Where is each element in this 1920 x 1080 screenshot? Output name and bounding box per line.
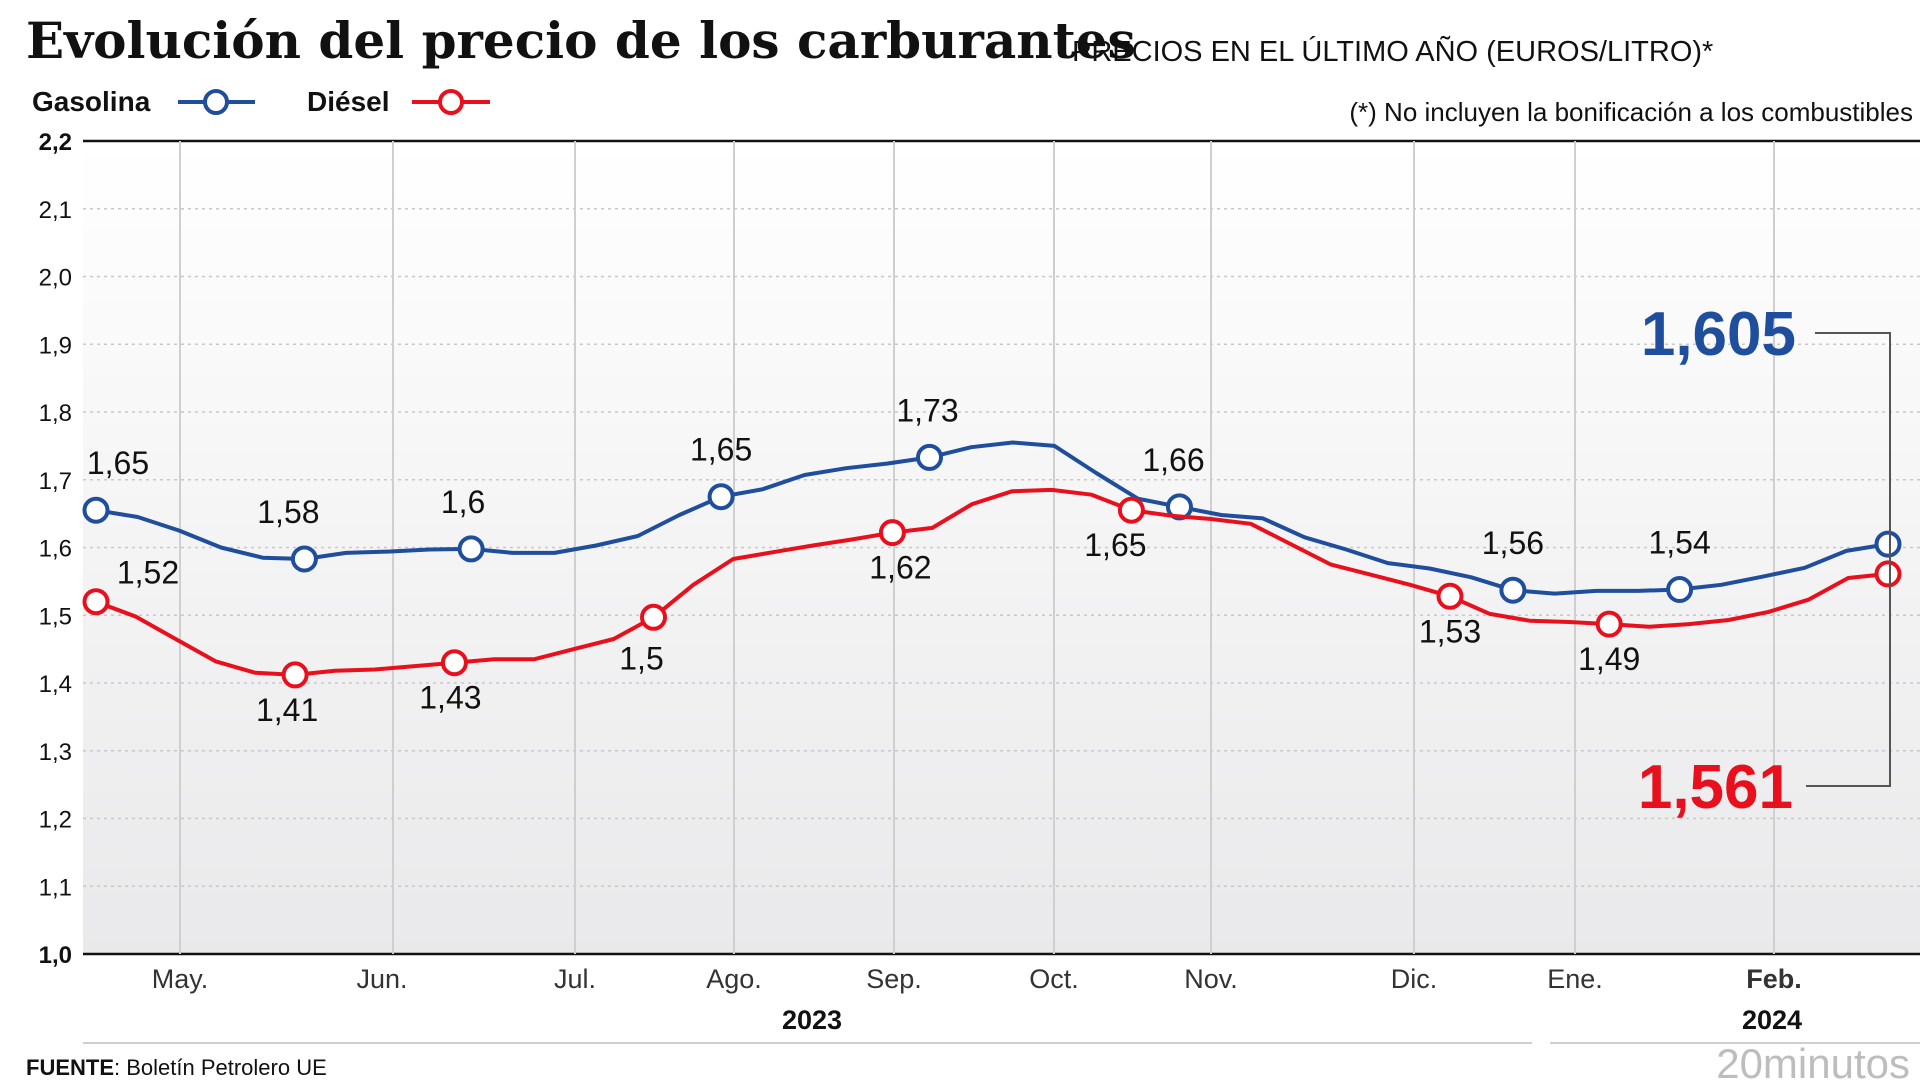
chart-subtitle: PRECIOS EN EL ÚLTIMO AÑO (EUROS/LITRO)*: [1072, 34, 1713, 68]
data-point: [82, 588, 110, 616]
x-tick-label: Jun.: [356, 964, 407, 994]
x-tick-label: Dic.: [1391, 964, 1438, 994]
data-label: 1,65: [690, 432, 752, 468]
brand-logo: 20minutos: [1716, 1040, 1910, 1080]
y-tick-label: 1,1: [39, 874, 72, 901]
data-point: [1499, 576, 1527, 604]
data-point: [1874, 530, 1902, 558]
y-tick-label: 1,2: [39, 807, 72, 834]
data-point: [1166, 493, 1193, 521]
series-layer: [82, 440, 1902, 689]
series-line-gasolina: [94, 440, 1890, 596]
x-tick-label: Feb.: [1746, 964, 1802, 994]
legend-label-diesel: Diésel: [307, 86, 390, 117]
data-point: [916, 443, 943, 471]
data-point: [281, 661, 309, 689]
data-point: [640, 603, 667, 631]
y-tick-label: 2,2: [39, 129, 72, 156]
x-tick-label: Nov.: [1184, 964, 1238, 994]
legend-label-gasolina: Gasolina: [32, 86, 151, 117]
year-label: 2023: [782, 1005, 842, 1035]
data-label: 1,62: [869, 550, 931, 586]
y-tick-label: 1,3: [39, 739, 72, 766]
data-label: 1,54: [1648, 525, 1710, 561]
latest-value-gasolina: 1,605: [1641, 300, 1796, 369]
data-label: 1,66: [1142, 442, 1204, 478]
data-point: [457, 535, 485, 563]
data-point: [707, 483, 735, 511]
x-tick-label: Ago.: [706, 964, 762, 994]
y-tick-label: 2,1: [39, 197, 72, 224]
legend: Gasolina Diésel: [32, 86, 490, 117]
x-tick-label: Sep.: [866, 964, 922, 994]
y-tick-label: 1,4: [39, 671, 72, 698]
data-point: [1874, 560, 1902, 588]
data-point: [878, 519, 906, 547]
data-point: [1436, 582, 1464, 610]
source-line: FUENTE: Boletín Petrolero UE: [26, 1055, 327, 1080]
data-label: 1,5: [619, 640, 663, 676]
y-tick-label: 1,5: [39, 603, 72, 630]
data-point: [1595, 610, 1623, 638]
callout-bracket: [1806, 332, 1891, 787]
data-label: 1,73: [896, 392, 958, 428]
data-label: 1,58: [257, 494, 319, 530]
legend-marker-diesel: [438, 89, 464, 115]
data-point: [1666, 576, 1694, 603]
data-label: 1,52: [117, 555, 179, 591]
data-point: [1117, 496, 1145, 524]
x-tick-label: Jul.: [554, 964, 596, 994]
y-tick-label: 1,7: [39, 468, 72, 495]
data-point: [82, 496, 110, 524]
y-tick-label: 1,0: [39, 942, 72, 969]
x-tick-label: Ene.: [1547, 964, 1603, 994]
x-tick-label: Oct.: [1029, 964, 1079, 994]
series-line-diesel: [94, 487, 1890, 677]
footnote: (*) No incluyen la bonificación a los co…: [1349, 97, 1913, 127]
label-layer: 1,65 1,58 1,6 1,65 1,73 1,66 1,56 1,54 1,52 1,41 1…: [87, 392, 1711, 728]
data-label: 1,6: [441, 484, 485, 520]
y-tick-label: 2,0: [39, 265, 72, 292]
latest-value-diesel: 1,561: [1638, 753, 1793, 822]
data-label: 1,65: [87, 445, 149, 481]
year-label: 2024: [1742, 1005, 1802, 1035]
x-tick-label: May.: [152, 964, 209, 994]
chart-title: Evolución del precio de los carburantes: [26, 11, 1136, 70]
legend-marker-gasolina: [203, 89, 229, 115]
source-text: : Boletín Petrolero UE: [114, 1055, 327, 1080]
data-label: 1,41: [256, 692, 318, 728]
data-label: 1,43: [419, 680, 481, 716]
data-point: [290, 545, 318, 573]
axis-layer: 1,0 1,1 1,2 1,3 1,4 1,5 1,6 1,7 1,8 1,9 2,0 2,1 2,2 M…: [39, 129, 1802, 1035]
data-label: 1,53: [1419, 613, 1481, 649]
y-tick-label: 1,6: [39, 536, 72, 563]
y-tick-label: 1,9: [39, 332, 72, 359]
data-point: [440, 649, 468, 677]
source-label: FUENTE: [26, 1055, 114, 1080]
y-tick-label: 1,8: [39, 400, 72, 427]
data-label: 1,65: [1084, 527, 1146, 563]
data-label: 1,56: [1482, 525, 1544, 561]
data-label: 1,49: [1578, 641, 1640, 677]
